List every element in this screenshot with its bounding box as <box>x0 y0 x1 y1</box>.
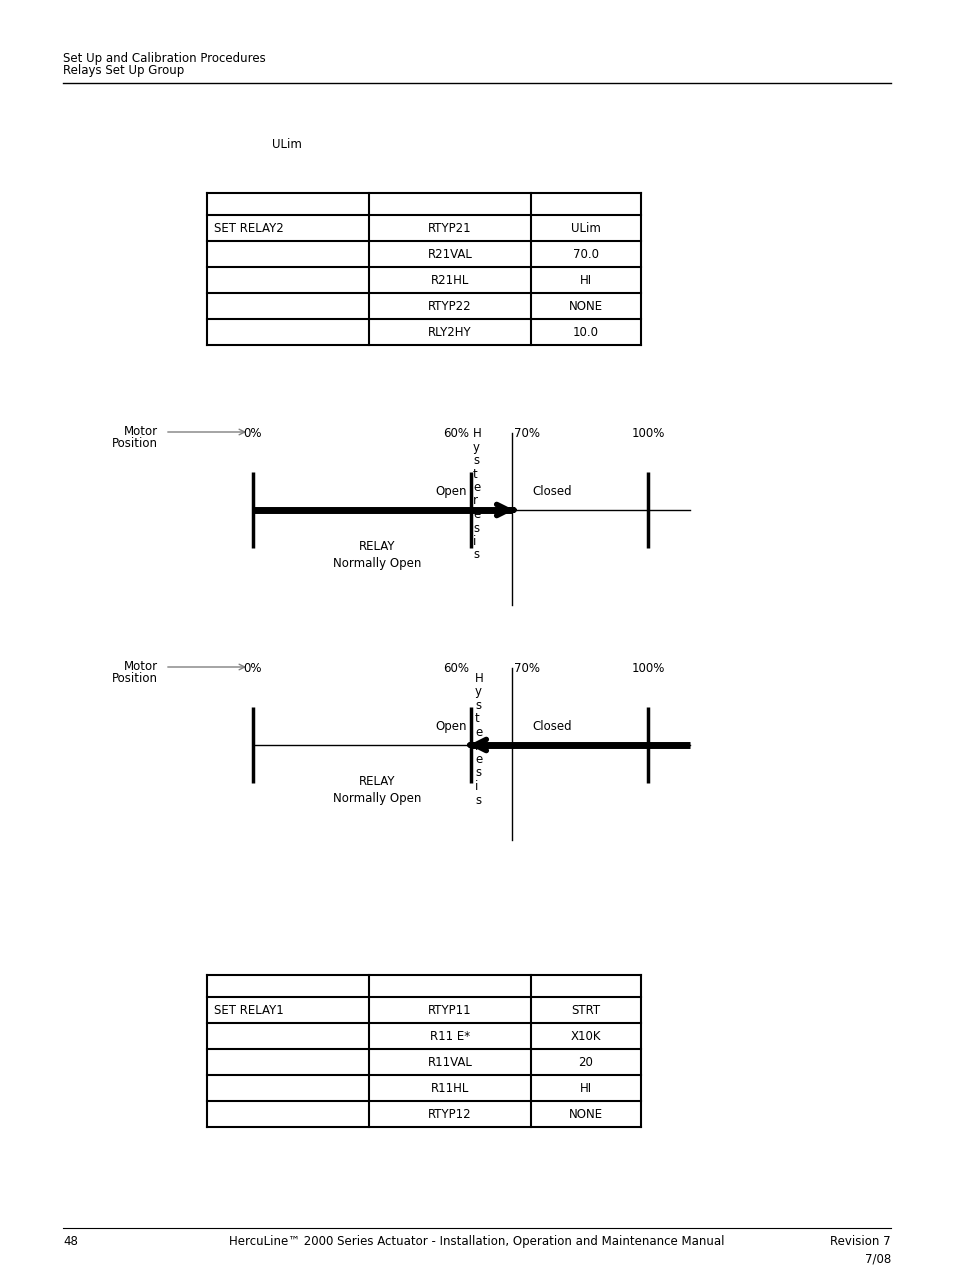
Text: Closed: Closed <box>532 720 571 733</box>
Text: 100%: 100% <box>631 661 664 675</box>
Text: RTYP12: RTYP12 <box>428 1108 472 1121</box>
Text: RLY2HY: RLY2HY <box>428 326 472 338</box>
Text: ULim: ULim <box>571 221 600 234</box>
Text: Open: Open <box>435 485 467 499</box>
Text: HI: HI <box>579 273 592 286</box>
Text: Motor: Motor <box>124 660 158 673</box>
Text: 70%: 70% <box>514 661 539 675</box>
Text: Open: Open <box>435 720 467 733</box>
Text: Set Up and Calibration Procedures: Set Up and Calibration Procedures <box>63 52 266 65</box>
Text: NONE: NONE <box>568 299 602 313</box>
Text: HercuLine™ 2000 Series Actuator - Installation, Operation and Maintenance Manual: HercuLine™ 2000 Series Actuator - Instal… <box>229 1235 724 1248</box>
Text: 60%: 60% <box>442 661 469 675</box>
Text: 48: 48 <box>63 1235 78 1248</box>
Text: 100%: 100% <box>631 427 664 440</box>
Text: SET RELAY2: SET RELAY2 <box>213 221 283 234</box>
Text: R21HL: R21HL <box>431 273 469 286</box>
Text: STRT: STRT <box>571 1004 600 1016</box>
Text: 0%: 0% <box>244 427 262 440</box>
Text: H
y
s
t
e
r
e
s
i
s: H y s t e r e s i s <box>475 672 483 806</box>
Text: 20: 20 <box>578 1056 593 1068</box>
Text: 10.0: 10.0 <box>573 326 598 338</box>
Text: 0%: 0% <box>244 661 262 675</box>
Text: RTYP22: RTYP22 <box>428 299 472 313</box>
Text: 70%: 70% <box>514 427 539 440</box>
Text: R11HL: R11HL <box>431 1081 469 1094</box>
Text: RELAY
Normally Open: RELAY Normally Open <box>333 541 420 570</box>
Text: RELAY
Normally Open: RELAY Normally Open <box>333 775 420 805</box>
Text: SET RELAY1: SET RELAY1 <box>213 1004 283 1016</box>
Text: H
y
s
t
e
r
e
s
i
s: H y s t e r e s i s <box>473 427 481 561</box>
Text: Relays Set Up Group: Relays Set Up Group <box>63 64 184 78</box>
Text: ULim: ULim <box>272 137 301 151</box>
Text: Position: Position <box>112 438 158 450</box>
Text: R11VAL: R11VAL <box>427 1056 472 1068</box>
Text: R11 E*: R11 E* <box>430 1029 470 1043</box>
Text: RTYP21: RTYP21 <box>428 221 472 234</box>
Text: Closed: Closed <box>532 485 571 499</box>
Text: NONE: NONE <box>568 1108 602 1121</box>
Text: Motor: Motor <box>124 425 158 438</box>
Text: X10K: X10K <box>570 1029 600 1043</box>
Text: 70.0: 70.0 <box>573 248 598 261</box>
Text: R21VAL: R21VAL <box>427 248 472 261</box>
Text: Position: Position <box>112 672 158 686</box>
Text: HI: HI <box>579 1081 592 1094</box>
Text: Revision 7
7/08: Revision 7 7/08 <box>829 1235 890 1264</box>
Text: 60%: 60% <box>442 427 469 440</box>
Text: RTYP11: RTYP11 <box>428 1004 472 1016</box>
